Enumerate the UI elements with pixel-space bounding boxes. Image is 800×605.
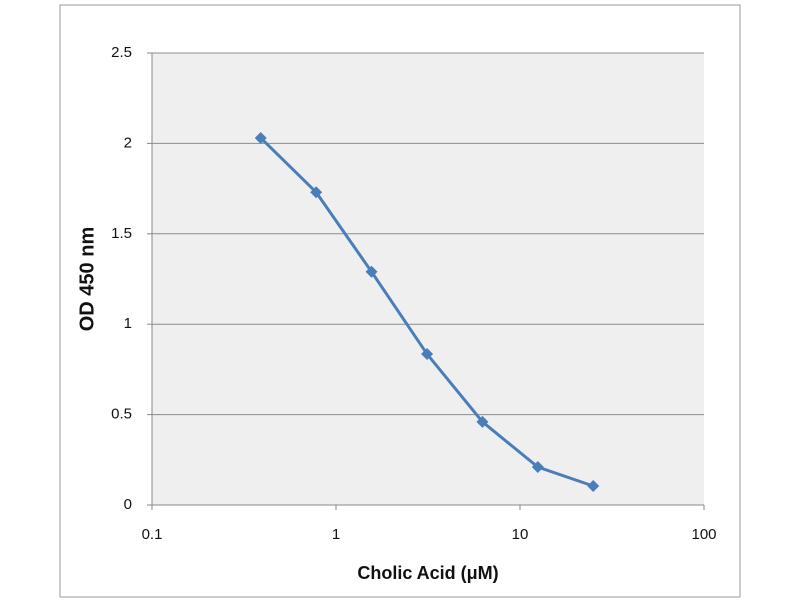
x-tick-label: 0.1 (142, 526, 163, 543)
x-tick-label: 10 (512, 526, 529, 543)
y-tick-label: 2 (124, 134, 132, 151)
data-point (421, 348, 434, 361)
data-point (310, 186, 323, 199)
y-tick-label: 0.5 (111, 406, 132, 423)
data-point (531, 461, 544, 474)
y-tick-label: 2.5 (111, 44, 132, 61)
data-point (587, 480, 600, 493)
y-axis-title: OD 450 nm (76, 227, 98, 331)
y-tick-label: 1.5 (111, 225, 132, 242)
x-axis-title: Cholic Acid (μM) (357, 563, 498, 583)
y-tick-label: 1 (124, 315, 132, 332)
data-point (476, 415, 489, 428)
y-tick-label: 0 (124, 496, 132, 513)
x-tick-label: 1 (332, 526, 340, 543)
x-tick-label: 100 (691, 526, 716, 543)
data-point (254, 131, 267, 144)
plot-area (152, 53, 704, 505)
data-point (365, 265, 378, 278)
